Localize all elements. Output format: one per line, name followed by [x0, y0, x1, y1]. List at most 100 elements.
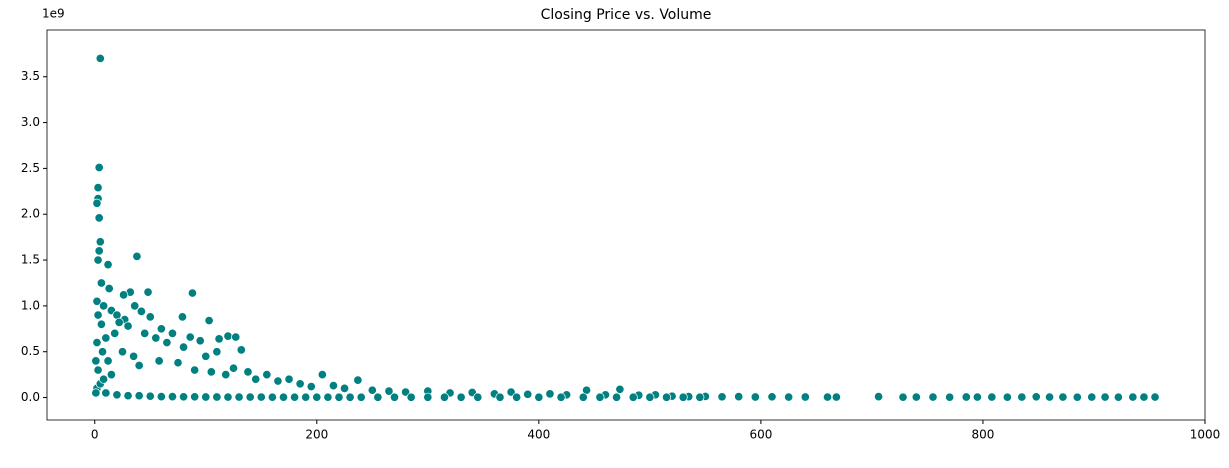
point — [94, 162, 104, 173]
point — [206, 367, 216, 377]
point — [223, 331, 233, 341]
point — [117, 347, 128, 357]
point — [334, 392, 344, 402]
point — [156, 392, 166, 402]
point — [96, 319, 106, 329]
point — [101, 388, 111, 398]
point — [323, 392, 333, 402]
point — [295, 379, 305, 389]
point — [717, 392, 727, 402]
point — [167, 328, 178, 338]
point — [92, 296, 102, 306]
point — [99, 301, 109, 311]
point — [495, 392, 505, 402]
point — [130, 301, 140, 311]
point — [91, 356, 101, 366]
point — [223, 392, 233, 402]
point — [767, 392, 777, 402]
y-tick-label: 2.5 — [21, 161, 40, 175]
x-tick-label: 1000 — [1190, 428, 1221, 442]
y-tick-label: 3.0 — [21, 115, 40, 129]
point — [104, 283, 114, 294]
point — [154, 356, 164, 366]
point — [1128, 392, 1138, 402]
point — [179, 342, 189, 352]
y-tick-label: 1.5 — [21, 253, 40, 267]
point — [132, 251, 142, 261]
point — [103, 356, 113, 366]
point — [312, 392, 322, 402]
point — [136, 306, 146, 316]
point — [93, 310, 103, 320]
point — [301, 392, 311, 402]
point — [373, 392, 383, 402]
point — [234, 392, 244, 402]
point — [401, 387, 411, 397]
point — [110, 328, 120, 338]
point — [94, 213, 104, 223]
point — [190, 365, 200, 375]
point — [750, 392, 760, 402]
point — [678, 392, 688, 402]
chart-title: Closing Price vs. Volume — [541, 7, 712, 23]
x-tick-label: 800 — [971, 428, 994, 442]
point — [99, 374, 109, 384]
point — [134, 391, 144, 401]
point — [423, 392, 433, 402]
x-tick-label: 600 — [749, 428, 772, 442]
point — [800, 392, 810, 402]
point — [545, 389, 555, 399]
point — [1058, 392, 1068, 402]
point — [695, 392, 705, 402]
point — [212, 392, 222, 402]
point — [212, 347, 222, 357]
point — [406, 392, 416, 402]
point — [245, 392, 255, 402]
point — [339, 383, 350, 393]
point — [439, 392, 450, 402]
point — [201, 392, 211, 402]
point — [473, 392, 483, 402]
point — [911, 392, 921, 402]
point — [103, 260, 113, 270]
point — [140, 328, 150, 338]
point — [1017, 392, 1027, 402]
point — [506, 387, 516, 397]
point — [143, 287, 153, 297]
point — [628, 392, 638, 402]
point — [94, 246, 104, 256]
y-tick-label: 3.5 — [21, 69, 40, 83]
point — [101, 333, 111, 343]
point — [151, 333, 161, 343]
point — [595, 392, 605, 402]
point — [123, 391, 133, 401]
point — [1031, 392, 1041, 402]
point — [523, 389, 533, 399]
point — [201, 351, 211, 361]
point — [97, 347, 108, 357]
plot-frame — [46, 29, 1206, 421]
point — [179, 392, 189, 402]
point — [972, 392, 982, 402]
point — [221, 370, 231, 380]
y-tick-label: 1.0 — [21, 298, 40, 312]
point — [612, 392, 622, 402]
point — [93, 255, 103, 265]
point — [187, 288, 197, 298]
x-tick-label: 200 — [305, 428, 328, 442]
point — [92, 198, 102, 208]
point — [945, 392, 955, 402]
point — [156, 324, 166, 334]
point — [93, 365, 103, 375]
point — [173, 358, 183, 368]
point — [1087, 392, 1097, 402]
point — [661, 392, 672, 402]
point — [534, 392, 544, 402]
point — [123, 321, 133, 331]
point — [556, 392, 566, 402]
point — [328, 381, 338, 391]
point — [1045, 392, 1055, 402]
point — [267, 392, 277, 402]
point — [95, 53, 105, 63]
y-tick-label: 0.5 — [21, 344, 40, 358]
